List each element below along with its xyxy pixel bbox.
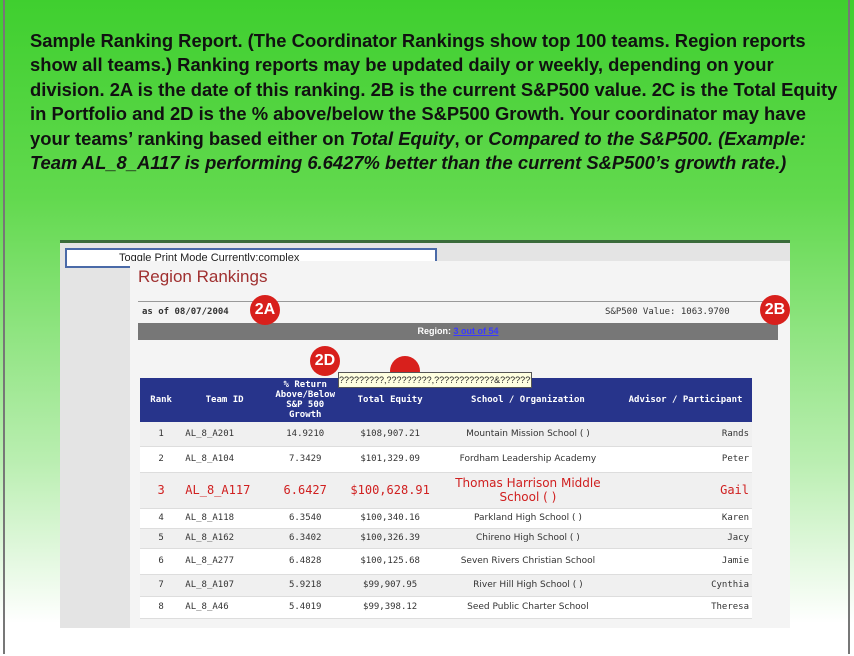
badge: 2D (310, 346, 340, 376)
table-row: 8 AL_8_A46 5.4019 $99,398.12 Seed Public Cha… (140, 596, 752, 619)
table-cell: 14.9210 (266, 422, 344, 447)
table-cell: Peter (619, 446, 752, 473)
table-cell: 6.3540 (266, 508, 344, 529)
table-cell: 7.3429 (266, 446, 344, 473)
intro-run-italic: Compared to the S&P500. (Example: Team A… (30, 127, 807, 174)
table-cell: AL_8_A201 (182, 422, 267, 447)
table-cell: Cynthia (619, 574, 752, 597)
screenshot: Toggle Print Mode Currently:complex Regi… (60, 240, 790, 628)
table-cell: Seed Public Charter School (436, 596, 620, 619)
table-cell: 6 (140, 548, 183, 575)
table-cell: 3 (140, 472, 183, 509)
table-row: 2 AL_8_A104 7.3429 $101,329.09 Fordham Leade… (140, 446, 752, 473)
column-header: Rank (140, 378, 183, 422)
table-cell: Fordham Leadership Academy (436, 446, 620, 473)
badge: 2B (760, 295, 790, 325)
table-cell: $100,125.68 (343, 548, 437, 575)
table-cell: AL_8_A118 (182, 508, 267, 529)
table-cell: Jacy (619, 528, 752, 549)
table-cell: Parkland High School ( ) (436, 508, 620, 529)
column-header: Team ID (182, 378, 267, 422)
badge: 2A (250, 295, 280, 325)
table-cell: River Hill High School ( ) (436, 574, 620, 597)
region-link[interactable]: 3 out of 54 (453, 326, 499, 336)
table-cell: 2 (140, 446, 183, 473)
table-row: 1 AL_8_A201 14.9210 $108,907.21 Mountain Mis… (140, 422, 752, 447)
table-cell: 4 (140, 508, 183, 529)
divider (138, 301, 778, 302)
tooltip: ?????????,?????????,????????????&???????… (338, 372, 532, 388)
table-cell: 7 (140, 574, 183, 597)
table-cell: Seven Rivers Christian School (436, 548, 620, 575)
table-cell: Mountain Mission School ( ) (436, 422, 620, 447)
region-bar: Region: 3 out of 54 (138, 323, 778, 340)
table-cell: 6.3402 (266, 528, 344, 549)
region-label: Region: (417, 326, 451, 336)
table-cell: 6.4828 (266, 548, 344, 575)
table-cell: 5.4019 (266, 596, 344, 619)
table-cell: AL_8_A107 (182, 574, 267, 597)
intro-text: Sample Ranking Report. (The Coordinator … (30, 29, 838, 175)
table-cell: $101,329.09 (343, 446, 437, 473)
table-cell: Gail (619, 472, 752, 509)
table-cell: Karen (619, 508, 752, 529)
table-row: 6 AL_8_A277 6.4828 $100,125.68 Seven Rivers … (140, 548, 752, 575)
table-cell: 5 (140, 528, 183, 549)
intro-run: , or (454, 127, 489, 149)
column-header: Advisor / Participant (619, 378, 752, 422)
table-row: 3 AL_8_A117 6.6427 $100,628.91 Thomas Harris… (140, 472, 752, 509)
table-row: 4 AL_8_A118 6.3540 $100,340.16 Parkland High… (140, 508, 752, 529)
sp500-value: S&P500 Value: 1063.9700 (605, 307, 730, 317)
table-cell: AL_8_A117 (182, 472, 267, 509)
table-body: 1 AL_8_A201 14.9210 $108,907.21 Mountain Mis… (140, 422, 752, 619)
table-cell: Theresa (619, 596, 752, 619)
table-cell: $108,907.21 (343, 422, 437, 447)
table-row: 7 AL_8_A107 5.9218 $99,907.95 River Hill Hig… (140, 574, 752, 597)
table-cell: 5.9218 (266, 574, 344, 597)
table-cell: AL_8_A162 (182, 528, 267, 549)
date: as of 08/07/2004 (142, 307, 229, 317)
slide-frame (3, 0, 850, 654)
table-row: 5 AL_8_A162 6.3402 $100,326.39 Chireno High … (140, 528, 752, 549)
column-header: % Return Above/Below S&P 500 Growth (266, 378, 344, 422)
intro-run: Sample Ranking Report. (The Coordinator … (30, 30, 838, 149)
header-row: Rank Team ID% Return Above/Below S&P 500 … (140, 378, 752, 422)
table-cell: Thomas Harrison Middle School ( ) (436, 472, 620, 509)
table-cell: 1 (140, 422, 183, 447)
table-cell: $99,398.12 (343, 596, 437, 619)
table-cell: $100,628.91 (343, 472, 437, 509)
table-cell: 6.6427 (266, 472, 344, 509)
table-cell: $100,326.39 (343, 528, 437, 549)
table-cell: 8 (140, 596, 183, 619)
table-cell: AL_8_A46 (182, 596, 267, 619)
table-cell: $99,907.95 (343, 574, 437, 597)
table-cell: AL_8_A104 (182, 446, 267, 473)
report-title: Region Rankings (138, 267, 268, 286)
table-cell: Chireno High School ( ) (436, 528, 620, 549)
table-cell: Rands (619, 422, 752, 447)
intro-run-italic: Total Equity (349, 127, 455, 149)
table-cell: Jamie (619, 548, 752, 575)
table-cell: AL_8_A277 (182, 548, 267, 575)
table-cell: $100,340.16 (343, 508, 437, 529)
ranking-table: Rank Team ID% Return Above/Below S&P 500 … (140, 378, 752, 619)
